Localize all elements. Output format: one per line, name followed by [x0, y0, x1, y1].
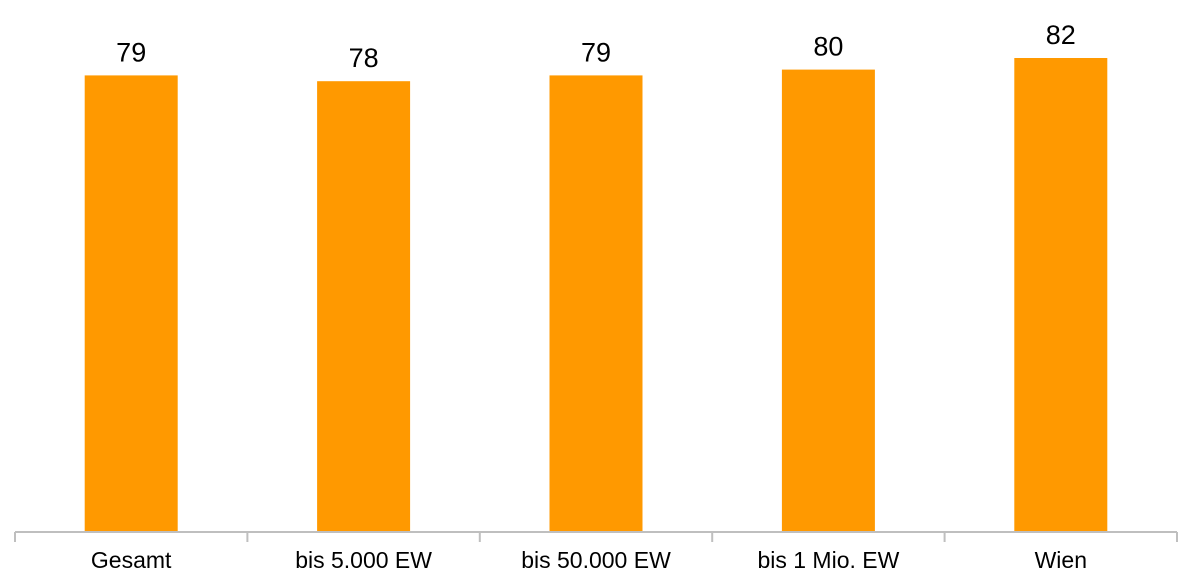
bars-group: [84, 58, 1108, 533]
category-labels-group: Gesamt bis 5.000 EW bis 50.000 EW bis 1 Mio…: [91, 547, 1087, 573]
category-label-0: Gesamt: [91, 547, 172, 573]
category-label-2: bis 50.000 EW: [521, 547, 671, 573]
data-label-4: 82: [1046, 20, 1076, 50]
bar-1: [317, 81, 411, 532]
bar-4: [1014, 58, 1108, 532]
bar-0: [84, 75, 178, 533]
category-label-3: bis 1 Mio. EW: [757, 547, 899, 573]
data-labels-group: 79 78 79 80 82: [116, 20, 1076, 73]
data-label-1: 78: [349, 43, 379, 73]
bar-3: [781, 69, 875, 532]
category-label-4: Wien: [1035, 547, 1087, 573]
category-label-1: bis 5.000 EW: [295, 547, 432, 573]
data-label-3: 80: [813, 32, 843, 62]
bar-2: [549, 75, 643, 533]
data-label-2: 79: [581, 37, 611, 67]
x-axis: [14, 531, 1178, 542]
data-label-0: 79: [116, 37, 146, 67]
